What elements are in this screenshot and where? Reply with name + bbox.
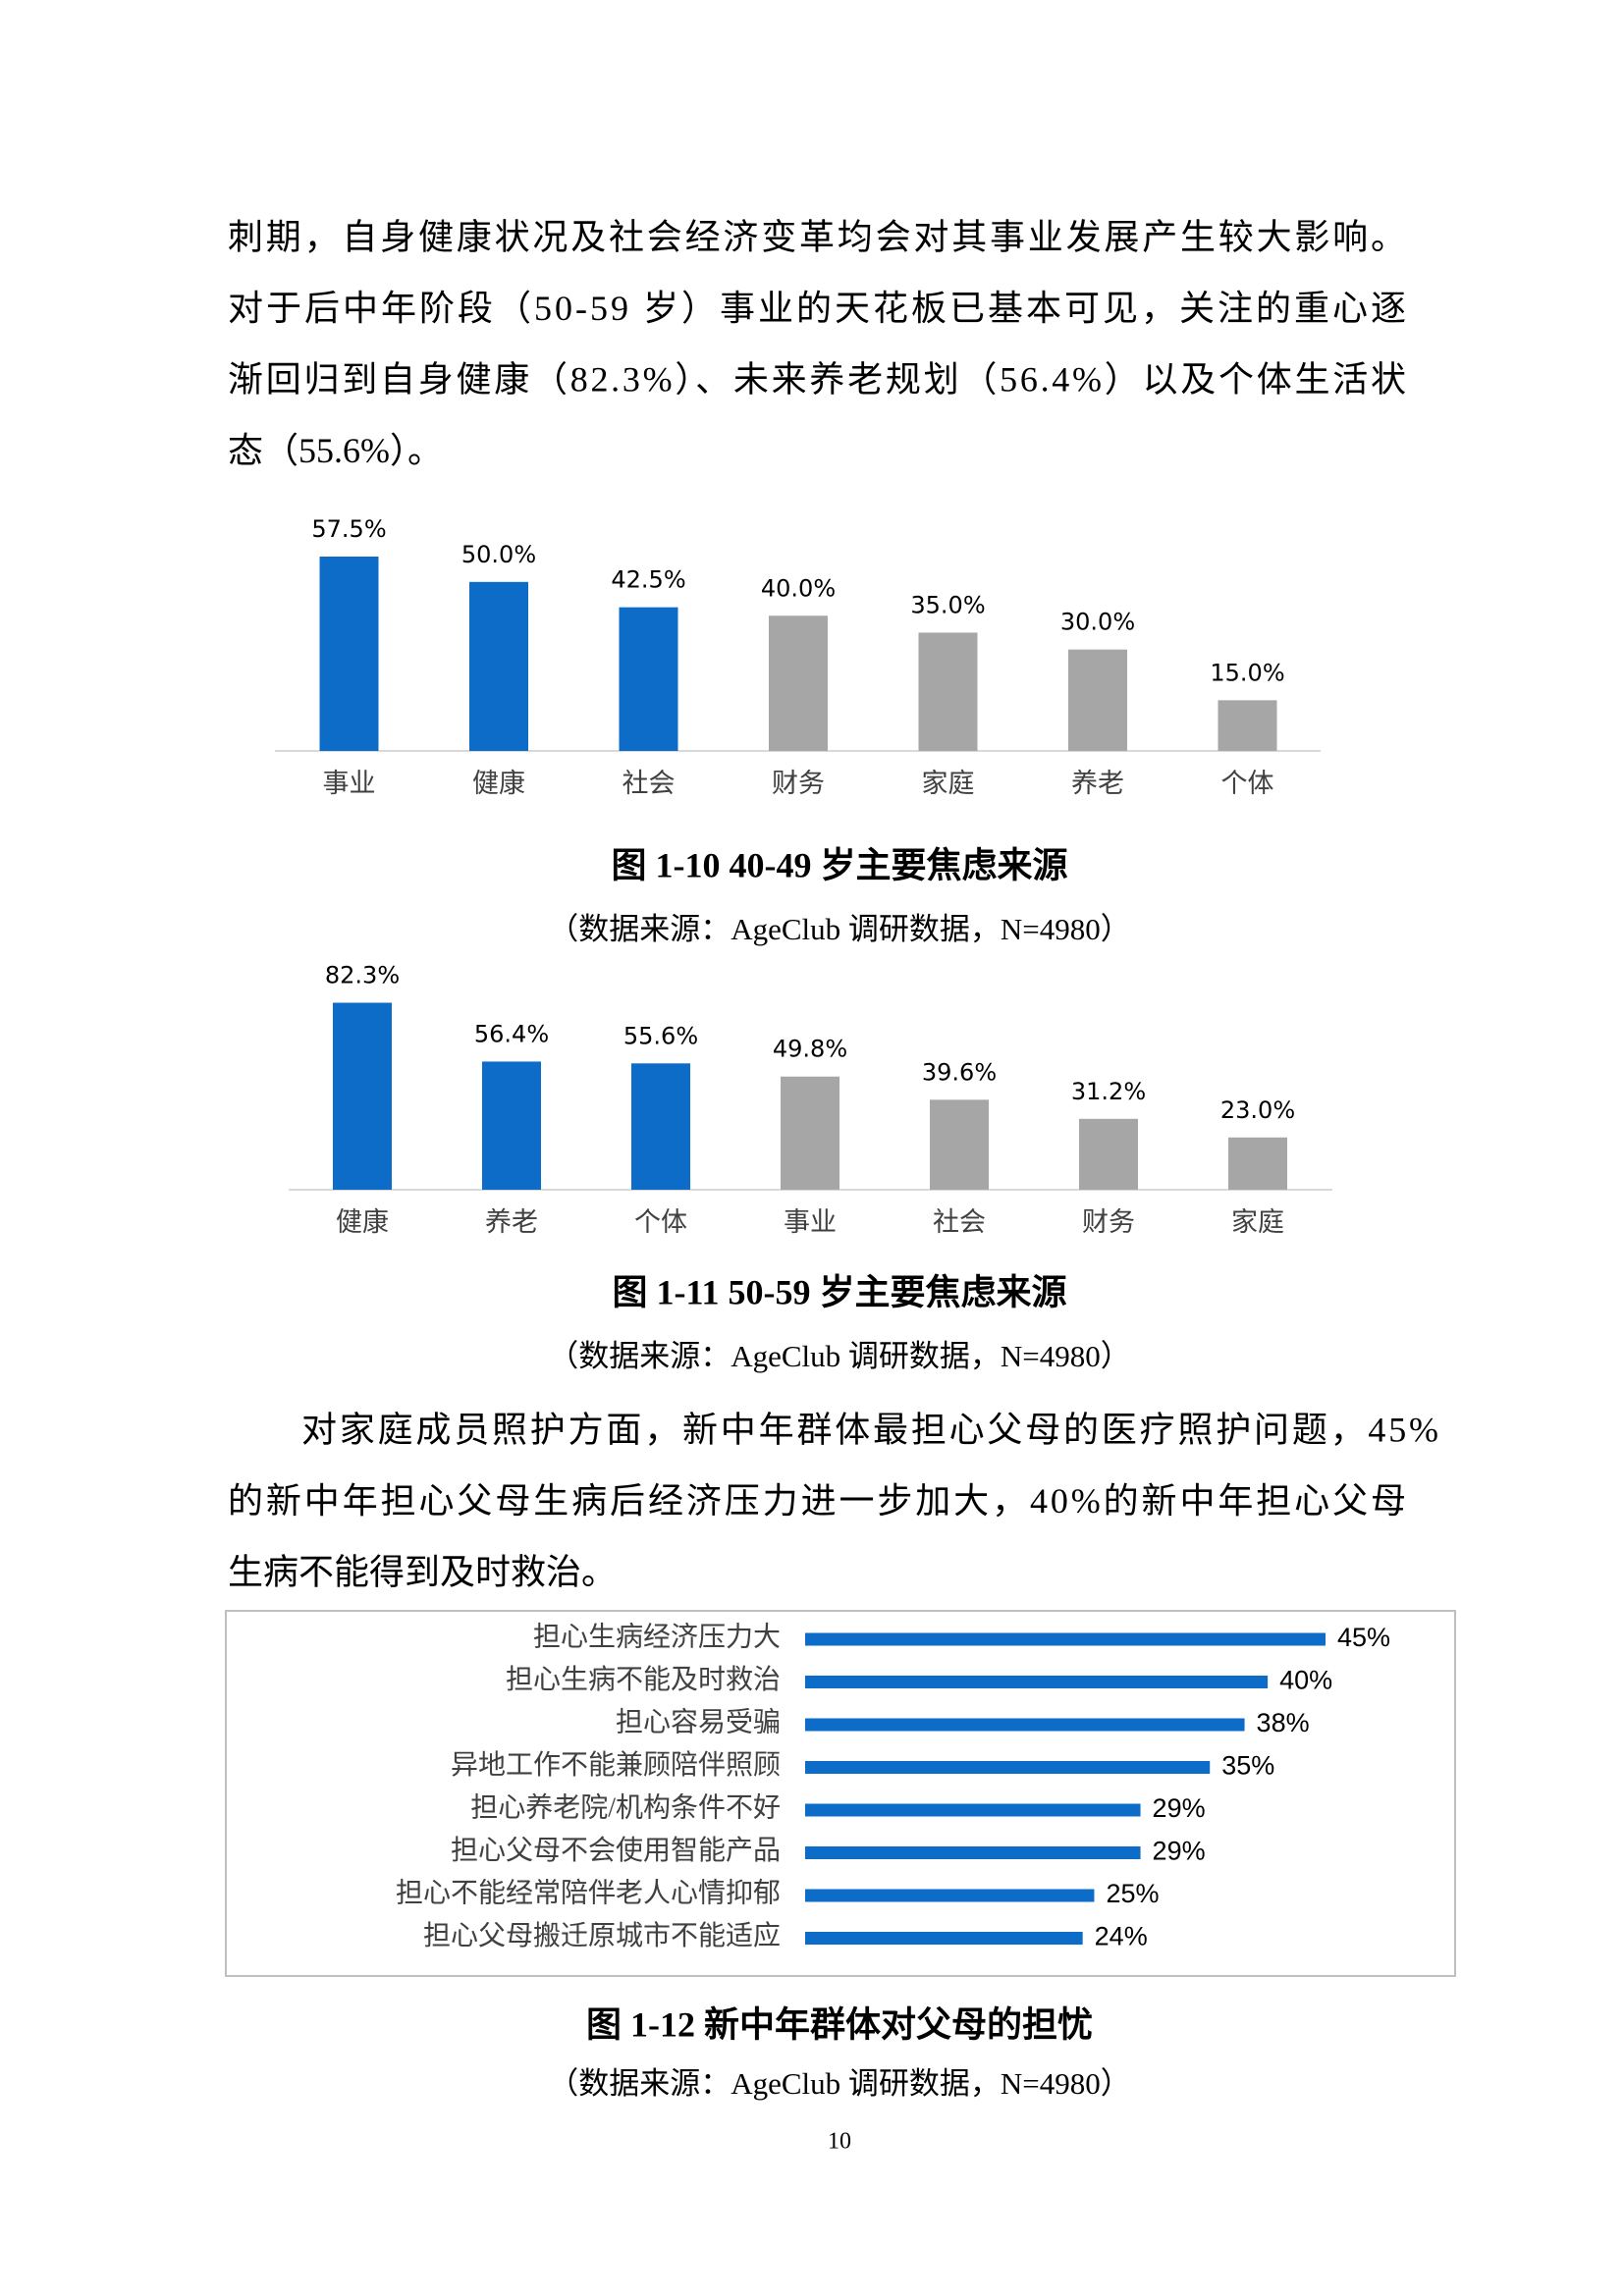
x-tick-label: 事业: [784, 1207, 837, 1237]
y-tick-label: 担心容易受骗: [616, 1706, 781, 1737]
paragraph-line: 的新中年担心父母生病后经济压力进一步加大，40%的新中年担心父母: [228, 1481, 1406, 1521]
x-tick-label: 财务: [772, 769, 825, 798]
page-number: 10: [828, 2129, 851, 2155]
figure-caption: 图 1-10 40-49 岁主要焦虑来源: [612, 845, 1068, 884]
bar: [333, 1002, 392, 1190]
bar: [1228, 1137, 1287, 1190]
bar: [631, 1063, 690, 1190]
x-tick-label: 个体: [634, 1207, 687, 1237]
value-label: 45%: [1337, 1623, 1390, 1652]
y-tick-label: 担心父母不会使用智能产品: [451, 1835, 781, 1866]
x-tick-label: 社会: [623, 769, 676, 798]
value-label: 35.0%: [910, 591, 985, 618]
value-label: 25%: [1106, 1879, 1159, 1908]
bar: [1079, 1118, 1138, 1190]
bar: [930, 1099, 989, 1190]
bar: [619, 607, 678, 751]
y-tick-label: 担心生病不能及时救治: [506, 1664, 781, 1695]
x-tick-label: 家庭: [1231, 1207, 1284, 1237]
value-label: 42.5%: [611, 566, 685, 594]
y-tick-label: 担心养老院/机构条件不好: [470, 1791, 781, 1823]
value-label: 39.6%: [922, 1058, 997, 1086]
value-label: 49.8%: [773, 1036, 847, 1063]
value-label: 15.0%: [1210, 659, 1284, 686]
paragraph-line: 态（55.6%）。: [228, 431, 443, 470]
value-label: 23.0%: [1220, 1096, 1295, 1124]
x-tick-label: 个体: [1221, 769, 1274, 798]
bar: [1068, 649, 1127, 751]
figure-caption: 图 1-11 50-59 岁主要焦虑来源: [613, 1272, 1067, 1311]
x-tick-label: 家庭: [922, 769, 975, 798]
bar: [781, 1076, 839, 1190]
value-label: 55.6%: [623, 1022, 698, 1049]
x-tick-label: 养老: [485, 1207, 538, 1237]
figure-source: （数据来源：AgeClub 调研数据，N=4980）: [548, 1339, 1131, 1373]
bar: [805, 1846, 1141, 1859]
value-label: 29%: [1153, 1793, 1206, 1823]
y-tick-label: 异地工作不能兼顾陪伴照顾: [451, 1749, 781, 1781]
value-label: 31.2%: [1071, 1078, 1146, 1105]
value-label: 82.3%: [325, 962, 400, 989]
bar: [805, 1718, 1245, 1732]
value-label: 56.4%: [474, 1020, 549, 1047]
y-tick-label: 担心父母搬迁原城市不能适应: [423, 1920, 781, 1951]
bar: [805, 1761, 1211, 1774]
bar: [805, 1632, 1326, 1646]
bar: [1218, 700, 1277, 751]
x-tick-label: 健康: [472, 769, 525, 798]
figure-caption: 图 1-12 新中年群体对父母的担忧: [586, 2004, 1093, 2044]
paragraph-line: 生病不能得到及时救治。: [228, 1552, 617, 1591]
x-tick-label: 社会: [933, 1207, 986, 1237]
paragraph-line: 对于后中年阶段（50-59 岁）事业的天花板已基本可见，关注的重心逐: [228, 289, 1406, 328]
value-label: 57.5%: [311, 515, 386, 543]
x-tick-label: 健康: [336, 1207, 389, 1237]
value-label: 35%: [1221, 1751, 1274, 1781]
value-label: 29%: [1153, 1837, 1206, 1866]
bar: [918, 632, 978, 751]
paragraph-line: 渐回归到自身健康（82.3%）、未来养老规划（56.4%）以及个体生活状: [228, 359, 1406, 399]
value-label: 40.0%: [761, 574, 836, 602]
bar: [469, 581, 528, 751]
value-label: 24%: [1095, 1922, 1148, 1951]
bar: [319, 557, 379, 751]
figure-source: （数据来源：AgeClub 调研数据，N=4980）: [548, 2066, 1131, 2101]
figure-source: （数据来源：AgeClub 调研数据，N=4980）: [548, 912, 1131, 946]
x-tick-label: 事业: [323, 769, 376, 798]
y-tick-label: 担心生病经济压力大: [533, 1621, 781, 1652]
bar: [769, 615, 828, 751]
x-tick-label: 养老: [1071, 769, 1124, 798]
bar: [805, 1803, 1141, 1817]
paragraph-line: 刺期，自身健康状况及社会经济变革均会对其事业发展产生较大影响。: [228, 217, 1406, 256]
bar: [805, 1889, 1095, 1902]
x-tick-label: 财务: [1082, 1207, 1135, 1237]
value-label: 50.0%: [461, 541, 536, 568]
y-tick-label: 担心不能经常陪伴老人心情抑郁: [396, 1877, 781, 1908]
chart-frame: [225, 1610, 1456, 1977]
paragraph-line: 对家庭成员照护方面，新中年群体最担心父母的医疗照护问题，45%: [301, 1410, 1438, 1449]
bar: [805, 1676, 1269, 1688]
value-label: 30.0%: [1060, 609, 1135, 636]
value-label: 38%: [1257, 1708, 1310, 1737]
value-label: 40%: [1279, 1666, 1332, 1695]
bar: [482, 1061, 541, 1190]
bar: [805, 1932, 1083, 1945]
